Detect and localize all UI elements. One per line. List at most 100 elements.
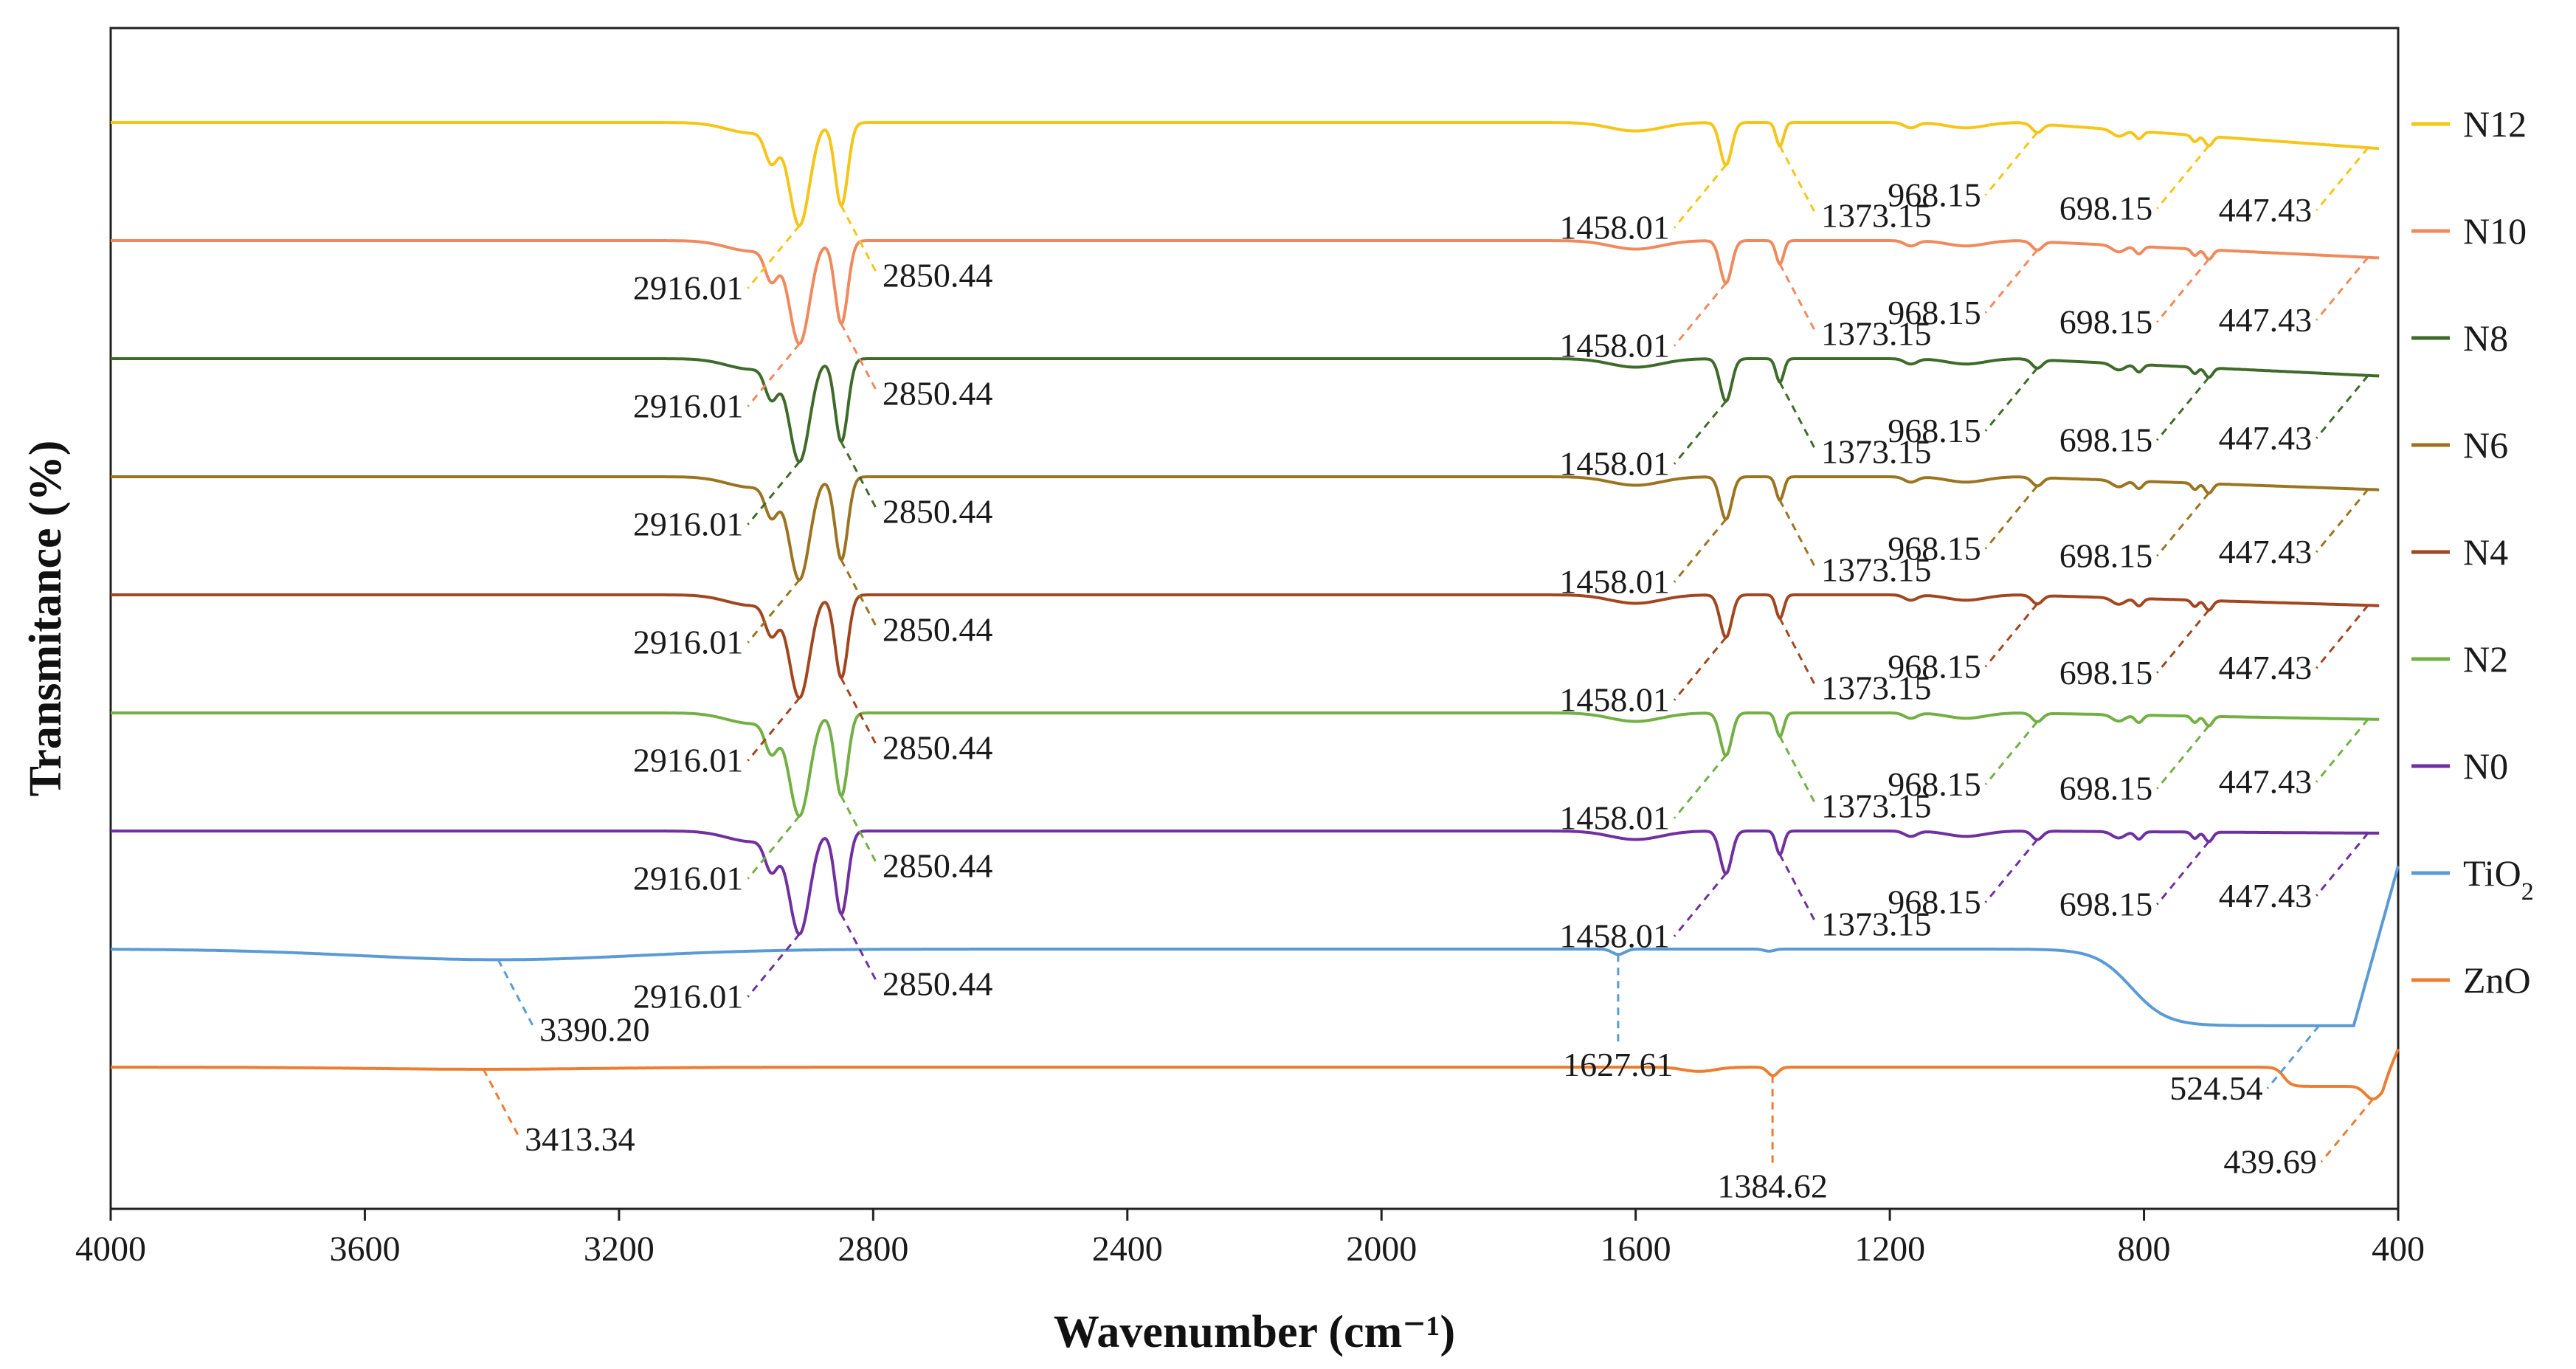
- legend-label: N6: [2463, 424, 2508, 466]
- series-line-n10: [111, 239, 2380, 346]
- peak-label: 447.43: [2219, 533, 2313, 570]
- x-tick-label: 1200: [1854, 1230, 1925, 1269]
- peak-leader-line: [482, 1069, 522, 1140]
- peak-label: 1384.62: [1717, 1168, 1828, 1205]
- peak-label: 968.15: [1888, 647, 1981, 685]
- peak-leader-line: [1673, 282, 1727, 347]
- peak-label: 447.43: [2219, 419, 2313, 457]
- peak-label: 1373.15: [1821, 669, 1932, 707]
- peak-label: 698.15: [2059, 421, 2153, 458]
- peak-label: 2850.44: [883, 729, 993, 767]
- peak-leader-line: [1673, 636, 1727, 701]
- peak-label: 698.15: [2059, 190, 2153, 227]
- legend-label: ZnO: [2463, 959, 2531, 1001]
- peak-leader-line: [1984, 838, 2038, 903]
- peak-leader-line: [2315, 147, 2369, 212]
- x-tick-label: 3600: [329, 1230, 400, 1269]
- series-line-n2: [111, 711, 2380, 818]
- peak-label: 968.15: [1888, 530, 1981, 568]
- peak-leader-line: [1984, 131, 2038, 196]
- peak-label: 2850.44: [883, 493, 993, 531]
- peak-leader-line: [2315, 256, 2369, 321]
- peak-leader-line: [2315, 374, 2369, 439]
- peak-label: 1458.01: [1559, 681, 1670, 719]
- series-line-n8: [111, 357, 2380, 464]
- peak-label: 439.69: [2223, 1142, 2317, 1180]
- x-tick-label: 2400: [1092, 1230, 1163, 1269]
- legend-label: TiO2: [2463, 852, 2534, 906]
- series-line-tio2: [111, 865, 2400, 1027]
- peak-leader-line: [2156, 725, 2210, 790]
- peak-label: 2916.01: [633, 978, 744, 1015]
- x-tick-label: 2800: [838, 1230, 908, 1269]
- peak-leader-line: [2266, 1024, 2320, 1089]
- peak-leader-line: [2156, 492, 2210, 557]
- peak-leader-line: [2156, 841, 2210, 906]
- peak-label: 2916.01: [633, 506, 744, 543]
- peak-label: 968.15: [1888, 883, 1981, 921]
- peak-leader-line: [497, 959, 536, 1031]
- legend-label: N2: [2463, 638, 2508, 680]
- x-tick-label: 1600: [1600, 1230, 1671, 1269]
- peak-leader-line: [1778, 736, 1818, 807]
- peak-label: 3390.20: [539, 1010, 650, 1048]
- x-axis-title: Wavenumber (cm⁻¹): [1054, 1307, 1455, 1357]
- series-line-n0: [111, 830, 2380, 937]
- peak-leader-line: [1984, 249, 2038, 314]
- series-line-zno: [111, 1048, 2400, 1101]
- peak-leader-line: [1778, 618, 1818, 689]
- peak-leader-line: [1673, 872, 1727, 937]
- peak-label: 698.15: [2059, 770, 2153, 807]
- peak-label: 1458.01: [1559, 799, 1670, 837]
- peak-leader-line: [2315, 718, 2369, 783]
- peak-label: 968.15: [1888, 176, 1981, 214]
- plot-area-frame: [109, 27, 2400, 1210]
- peak-label: 1373.15: [1821, 787, 1932, 825]
- peak-label: 2916.01: [633, 624, 744, 661]
- peak-label: 968.15: [1888, 765, 1981, 803]
- peak-leader-line: [1778, 500, 1818, 571]
- peak-label: 447.43: [2219, 649, 2313, 686]
- legend: N12 N10 N8 N6 N4 N2 N0 TiO2 ZnO: [2411, 103, 2534, 1001]
- peak-label: 698.15: [2059, 654, 2153, 692]
- peak-leader-line: [1984, 367, 2038, 432]
- peak-leader-line: [1673, 400, 1727, 465]
- peak-label: 1458.01: [1559, 209, 1670, 246]
- peak-label: 1373.15: [1821, 433, 1932, 471]
- peak-leader-line: [1984, 721, 2038, 785]
- y-axis-title: Transmitance (%): [21, 441, 71, 797]
- peak-leader-line: [747, 815, 801, 880]
- peak-label: 698.15: [2059, 886, 2153, 923]
- x-tick-label: 2000: [1346, 1230, 1417, 1269]
- peak-label: 2850.44: [883, 847, 993, 885]
- x-tick-label: 4000: [75, 1230, 146, 1269]
- x-tick-label: 3200: [584, 1230, 655, 1269]
- peak-label: 2916.01: [633, 860, 744, 897]
- peak-leader-line: [2315, 832, 2369, 897]
- peak-leader-line: [747, 579, 801, 644]
- peak-label: 447.43: [2219, 191, 2313, 229]
- legend-label: N0: [2463, 745, 2508, 787]
- peak-leader-line: [1984, 603, 2038, 668]
- legend-subscript: 2: [2521, 878, 2534, 906]
- peak-label: 1373.15: [1821, 315, 1932, 353]
- legend-label: N8: [2463, 317, 2508, 359]
- x-axis: 4000 3600 3200 2800 2400 2000 1600 1200 800 400: [75, 1209, 2425, 1269]
- x-tick-label: 800: [2118, 1230, 2171, 1269]
- peak-leader-line: [2156, 609, 2210, 674]
- peak-leader-line: [1673, 164, 1727, 229]
- peak-leader-line: [1984, 485, 2038, 550]
- peak-leader-line: [747, 697, 801, 762]
- peak-leader-line: [1673, 754, 1727, 819]
- peak-label: 1373.15: [1821, 906, 1932, 943]
- peak-label: 447.43: [2219, 301, 2313, 339]
- peak-label: 2916.01: [633, 269, 744, 307]
- peak-label: 968.15: [1888, 294, 1981, 331]
- peak-label: 1373.15: [1821, 551, 1932, 589]
- peak-leader-line: [1673, 518, 1727, 583]
- peak-label: 1458.01: [1559, 327, 1670, 365]
- peak-leader-line: [2156, 145, 2210, 210]
